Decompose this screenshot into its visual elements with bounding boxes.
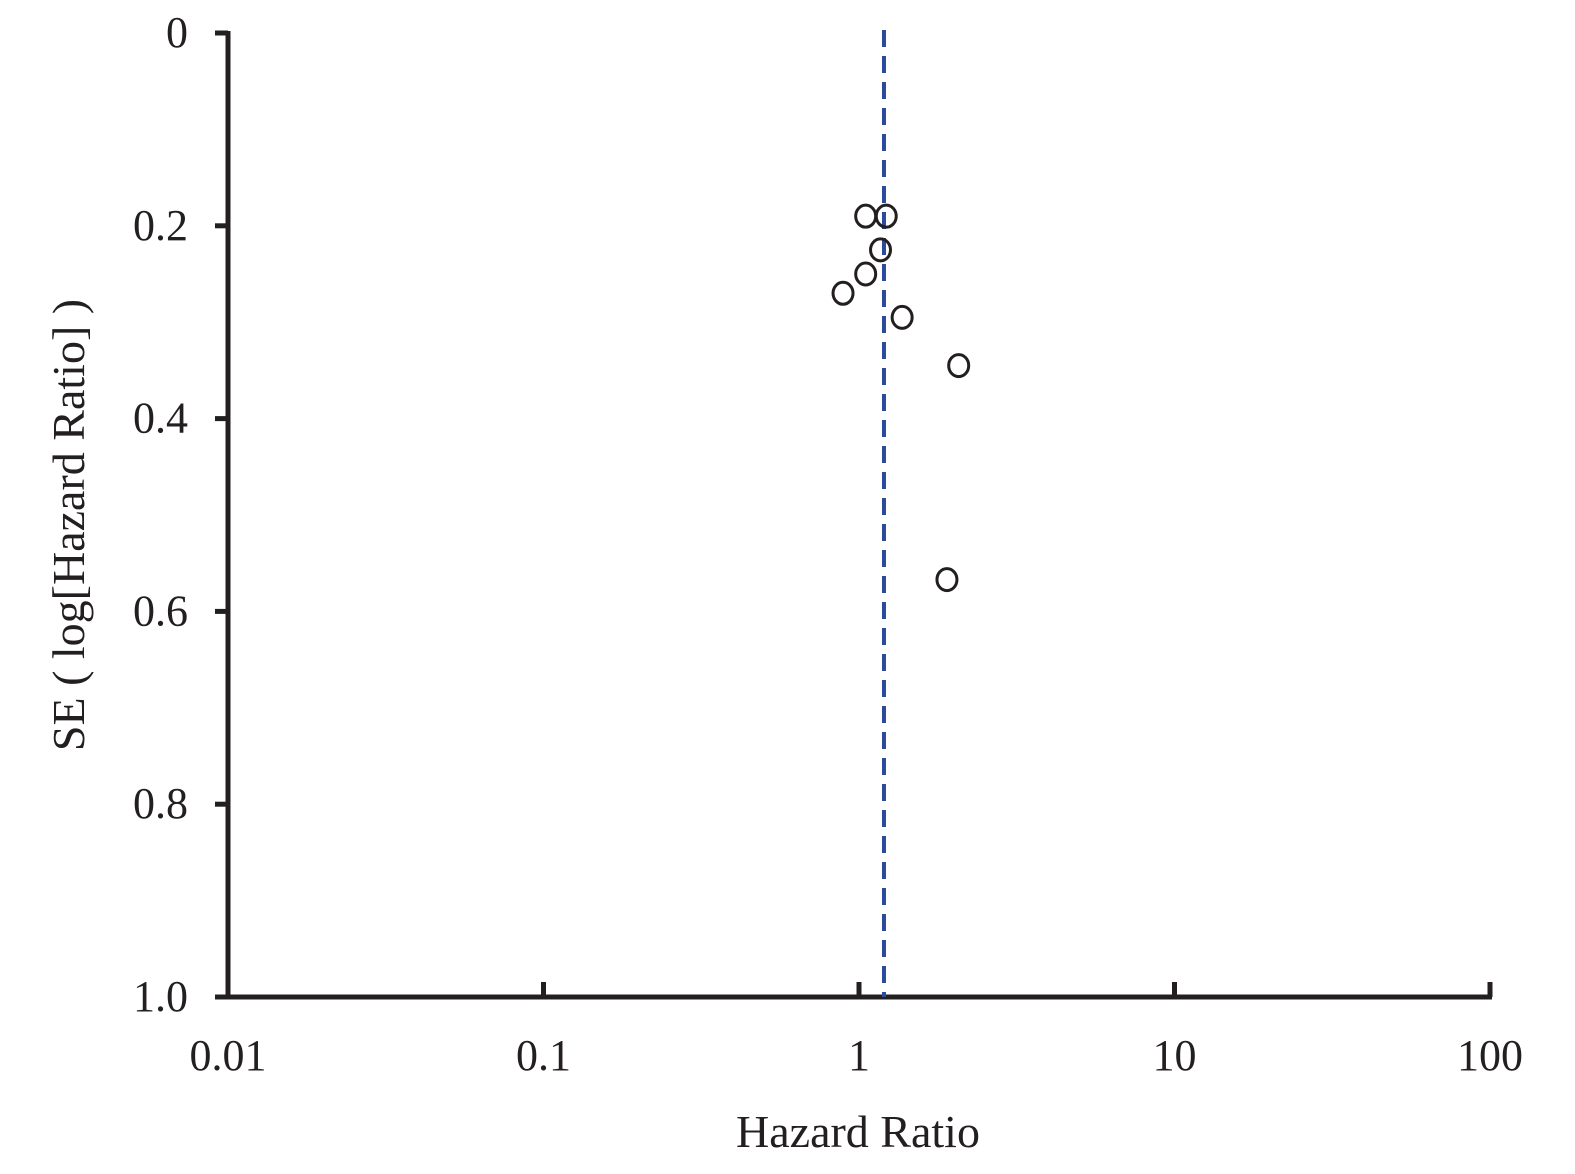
data-point-4 <box>831 280 855 306</box>
data-point-7 <box>935 567 959 593</box>
x-tick-label-0: 0.01 <box>190 1031 267 1080</box>
data-point-2 <box>869 237 893 263</box>
y-tick-label-1: 0.2 <box>133 201 188 250</box>
y-tick-label-5: 1.0 <box>133 972 188 1021</box>
y-tick-label-3: 0.6 <box>133 586 188 635</box>
x-tick-label-1: 0.1 <box>516 1031 571 1080</box>
data-point-5 <box>890 304 914 330</box>
ticks: 0 0.2 0.4 0.6 0.8 1.00.01 0.1 1 10 100 <box>133 8 1523 1080</box>
y-tick-label-2: 0.4 <box>133 394 188 443</box>
axes <box>225 31 1492 1000</box>
y-tick-label-0: 0 <box>166 8 188 57</box>
y-tick-label-4: 0.8 <box>133 779 188 828</box>
x-axis-title: Hazard Ratio <box>736 1106 980 1157</box>
data-points <box>831 203 971 593</box>
data-point-3 <box>854 261 878 287</box>
data-point-6 <box>947 353 971 379</box>
y-axis-title: SE ( log[Hazard Ratio] ) <box>43 299 94 751</box>
x-tick-label-4: 100 <box>1457 1031 1523 1080</box>
data-point-1 <box>874 203 898 229</box>
data-point-0 <box>854 203 878 229</box>
axis-titles: Hazard Ratio SE ( log[Hazard Ratio] ) <box>43 299 980 1157</box>
x-tick-label-3: 10 <box>1153 1031 1197 1080</box>
x-tick-label-2: 1 <box>848 1031 870 1080</box>
